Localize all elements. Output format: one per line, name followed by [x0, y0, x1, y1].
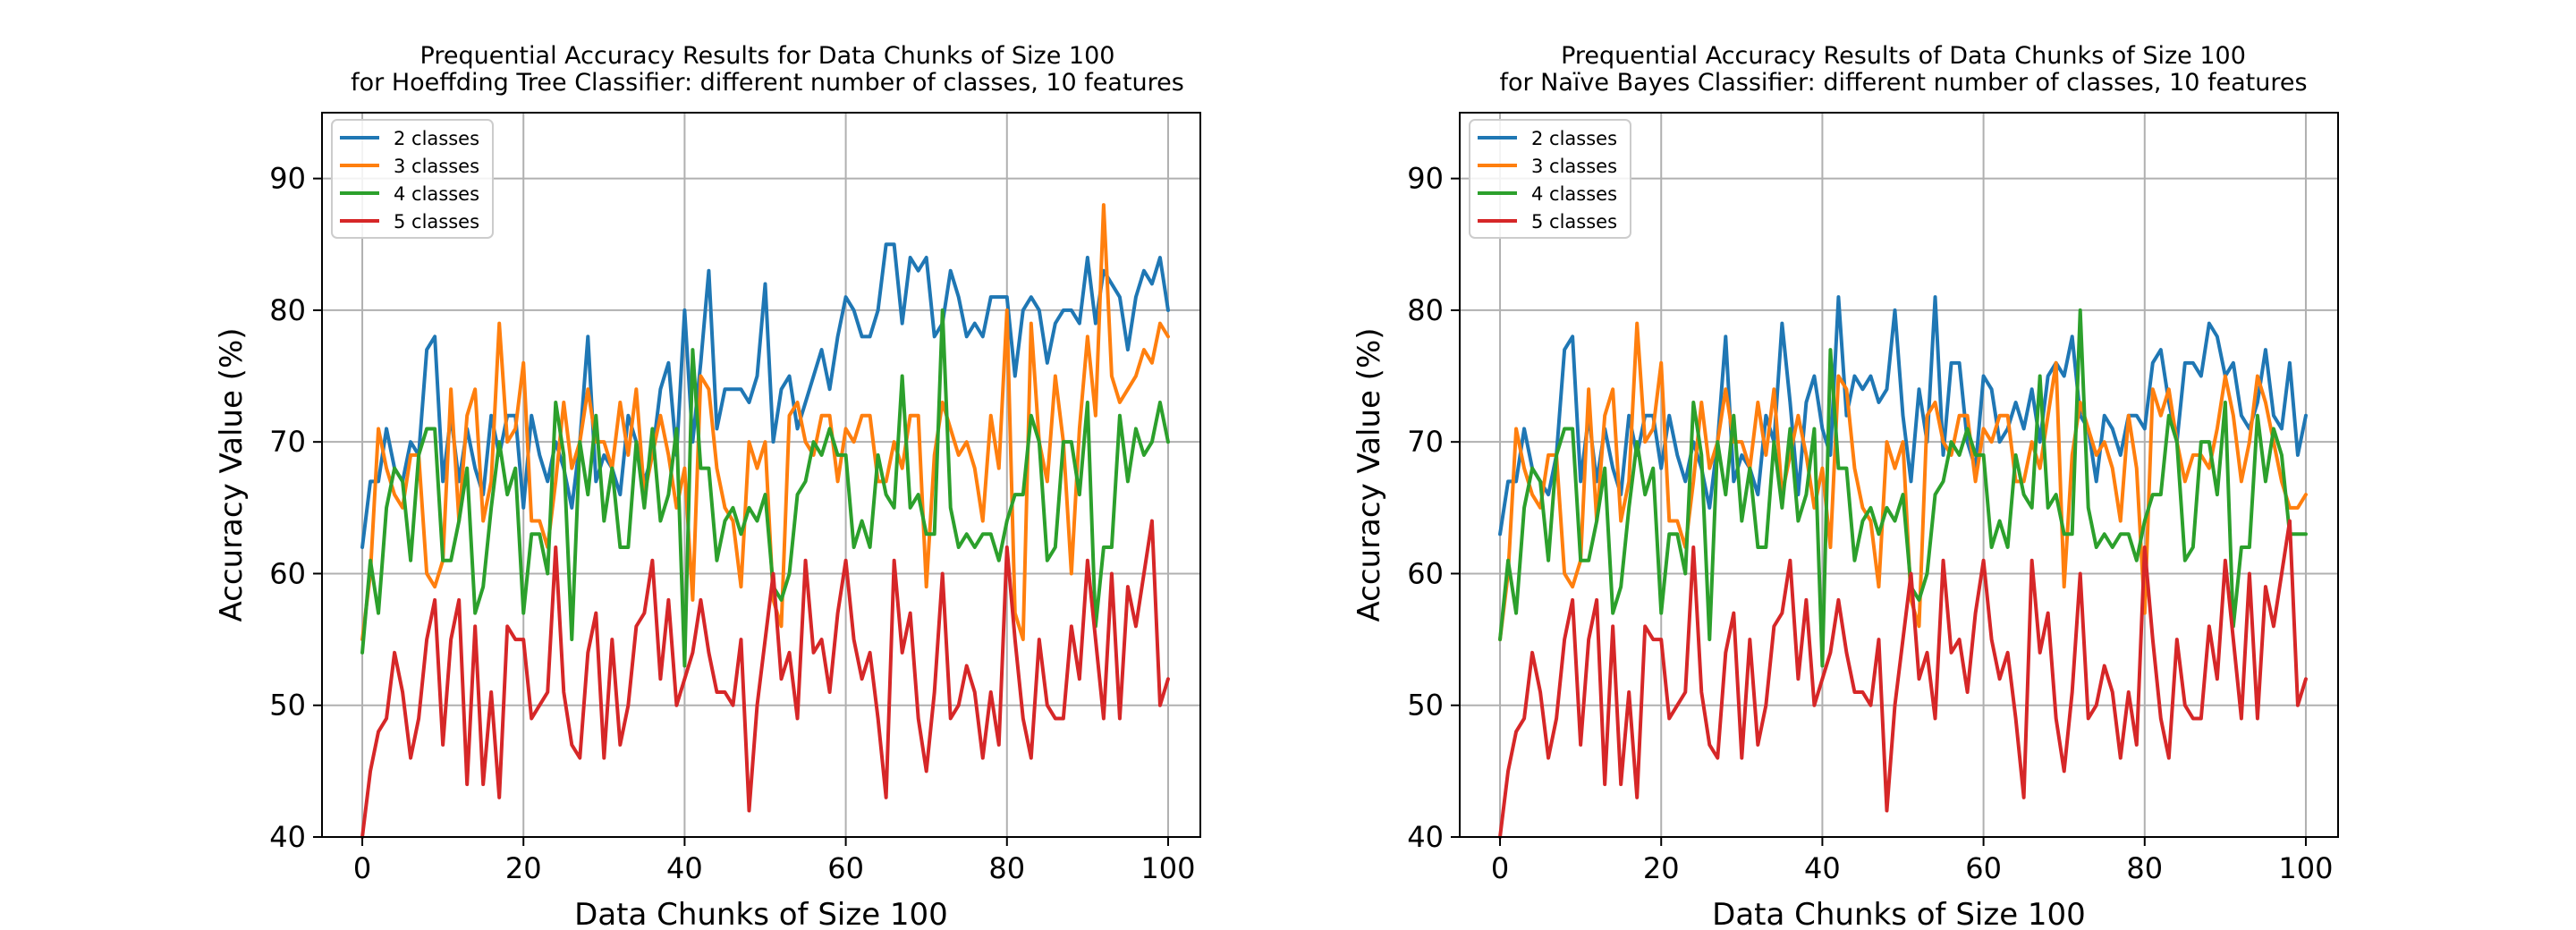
legend-items: 2 classes 3 classes 4 classes 5 classes [1478, 128, 1617, 232]
plot-frame [321, 112, 1201, 838]
y-tick-label: 70 [269, 425, 306, 459]
y-tick-label: 90 [1407, 162, 1444, 196]
x-tick-label: 60 [1965, 851, 2002, 885]
y-tick-label: 80 [269, 293, 306, 327]
legend-label: 2 classes [394, 128, 479, 149]
x-tick-label: 0 [1491, 851, 1509, 885]
y-ticks: 40 50 60 70 80 90 [269, 162, 322, 854]
legend: 2 classes 3 classes 4 classes 5 classes [1469, 119, 1631, 239]
x-axis-label: Data Chunks of Size 100 [574, 897, 948, 930]
legend-box [331, 119, 494, 239]
y-tick-label: 50 [1407, 689, 1444, 723]
series-line-5-classes [360, 519, 1170, 839]
legend-items: 2 classes 3 classes 4 classes 5 classes [340, 128, 479, 232]
y-tick-label: 40 [1407, 820, 1444, 854]
series-line-5-classes [1498, 519, 2308, 839]
x-tick-label: 80 [988, 851, 1025, 885]
legend-label: 4 classes [394, 183, 479, 205]
x-tick-label: 100 [2278, 851, 2333, 885]
legend-label: 5 classes [1531, 211, 1617, 232]
chart-title-line-1: Prequential Accuracy Results for Data Ch… [420, 42, 1115, 70]
x-tick-label: 80 [2126, 851, 2163, 885]
x-ticks: 0 20 40 60 80 100 [1491, 837, 2334, 885]
y-tick-label: 80 [1407, 293, 1444, 327]
x-tick-label: 20 [1643, 851, 1680, 885]
series-line-4-classes [360, 308, 1170, 668]
series-line-3-classes [360, 203, 1170, 642]
y-tick-label: 60 [1407, 556, 1444, 590]
y-tick-label: 40 [269, 820, 306, 854]
x-axis-label: Data Chunks of Size 100 [1712, 897, 2086, 930]
legend-label: 5 classes [394, 211, 479, 232]
y-tick-label: 70 [1407, 425, 1444, 459]
chart-naive-bayes: Prequential Accuracy Results of Data Chu… [1352, 42, 2339, 930]
y-axis-label: Accuracy Value (%) [1352, 327, 1387, 621]
x-tick-label: 60 [827, 851, 864, 885]
x-tick-label: 40 [1804, 851, 1841, 885]
legend-box [1469, 119, 1631, 239]
chart-hoeffding-tree: Prequential Accuracy Results for Data Ch… [214, 42, 1201, 930]
legend-label: 4 classes [1531, 183, 1617, 205]
legend-label: 3 classes [1531, 156, 1617, 177]
x-tick-label: 0 [353, 851, 371, 885]
legend-label: 3 classes [394, 156, 479, 177]
y-tick-label: 60 [269, 556, 306, 590]
legend-label: 2 classes [1531, 128, 1617, 149]
chart-title-line-2: for Hoeffding Tree Classifier: different… [351, 69, 1184, 97]
series-group [360, 203, 1170, 839]
y-axis-label: Accuracy Value (%) [214, 327, 250, 621]
y-ticks: 40 50 60 70 80 90 [1407, 162, 1460, 854]
x-tick-label: 20 [505, 851, 542, 885]
legend: 2 classes 3 classes 4 classes 5 classes [331, 119, 494, 239]
chart-title-line-2: for Naïve Bayes Classifier: different nu… [1499, 69, 2307, 97]
plot-frame [1459, 112, 2339, 838]
x-ticks: 0 20 40 60 80 100 [353, 837, 1196, 885]
series-group [1498, 295, 2308, 839]
series-line-3-classes [1498, 321, 2308, 642]
series-line-2-classes [360, 242, 1170, 549]
chart-title-line-1: Prequential Accuracy Results of Data Chu… [1561, 42, 2246, 70]
x-tick-label: 40 [666, 851, 703, 885]
y-tick-label: 90 [269, 162, 306, 196]
series-line-4-classes [1498, 308, 2308, 668]
x-tick-label: 100 [1140, 851, 1195, 885]
y-tick-label: 50 [269, 689, 306, 723]
